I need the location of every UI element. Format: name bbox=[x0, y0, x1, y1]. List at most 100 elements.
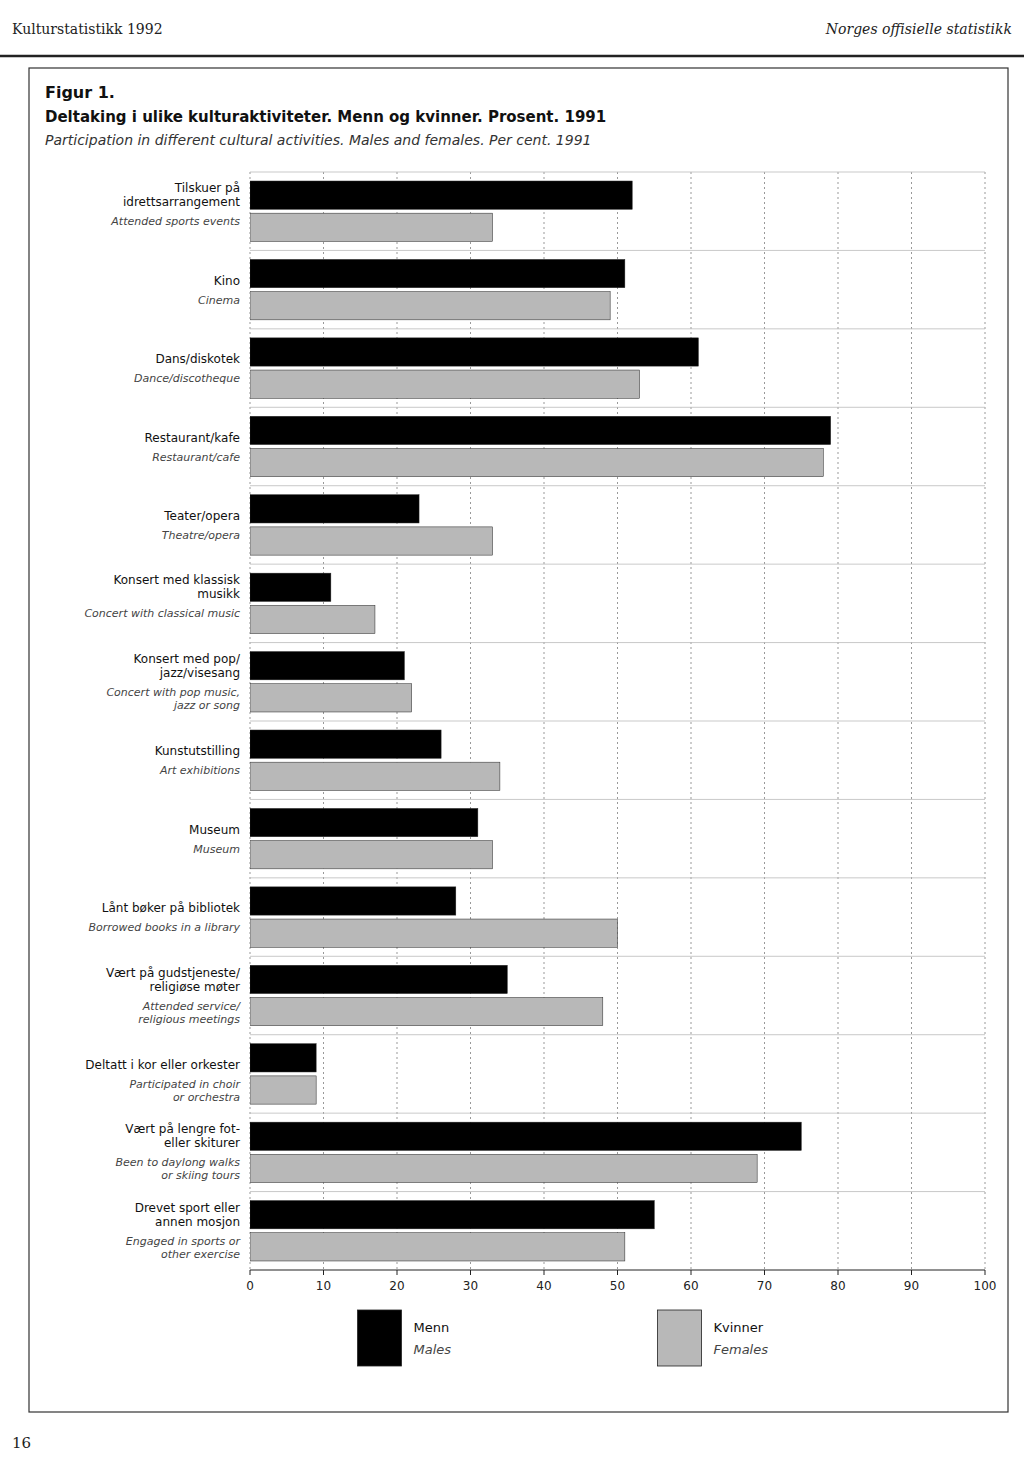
category-label: Vært på lengre fot-eller skiturer bbox=[125, 1122, 240, 1150]
text-line: Concert with classical music bbox=[84, 607, 240, 620]
group-separator bbox=[250, 1113, 985, 1114]
text-line: Kunstutstilling bbox=[155, 744, 240, 758]
x-tick bbox=[544, 1270, 545, 1275]
bar bbox=[250, 1233, 625, 1261]
footer: 16 bbox=[12, 1434, 31, 1452]
x-tick-label: 90 bbox=[904, 1279, 919, 1293]
group-separator bbox=[250, 172, 985, 173]
legend-label: Kvinner bbox=[714, 1320, 764, 1335]
category-label: Deltatt i kor eller orkester bbox=[85, 1058, 240, 1072]
text-line: or skiing tours bbox=[161, 1169, 240, 1182]
group-separator bbox=[250, 799, 985, 800]
bar bbox=[250, 416, 831, 444]
bar bbox=[250, 370, 640, 398]
text-line: Restaurant/cafe bbox=[152, 451, 240, 464]
x-tick bbox=[323, 1270, 324, 1275]
bar bbox=[250, 181, 632, 209]
text-line: Attended sports events bbox=[110, 215, 240, 228]
bar bbox=[250, 527, 493, 555]
text-line: Cinema bbox=[198, 294, 240, 307]
text-line: or orchestra bbox=[173, 1091, 240, 1104]
background bbox=[0, 0, 1024, 1474]
x-tick bbox=[397, 1270, 398, 1275]
text-line: Art exhibitions bbox=[159, 764, 240, 777]
bar bbox=[250, 1044, 316, 1072]
text-line: Attended service/ bbox=[142, 1000, 242, 1013]
bar bbox=[250, 1076, 316, 1104]
bar bbox=[250, 730, 441, 758]
bar bbox=[250, 919, 618, 947]
group-separator bbox=[250, 250, 985, 251]
category-label: Restaurant/kafe bbox=[145, 431, 240, 445]
category-label: Drevet sport ellerannen mosjon bbox=[135, 1201, 240, 1229]
x-tick bbox=[985, 1270, 986, 1275]
category-label-en: Concert with pop music,jazz or song bbox=[106, 686, 240, 712]
text-line: Vært på gudstjeneste/ bbox=[106, 966, 241, 980]
bar bbox=[250, 259, 625, 287]
text-line: Dance/discotheque bbox=[134, 372, 240, 385]
x-tick bbox=[250, 1270, 251, 1275]
category-label: Vært på gudstjeneste/religiøse møter bbox=[106, 966, 241, 994]
category-label-en: Attended sports events bbox=[110, 215, 240, 228]
legend-label-en: Males bbox=[414, 1342, 452, 1357]
bar bbox=[250, 652, 404, 680]
text-line: musikk bbox=[197, 587, 240, 601]
category-label-en: Attended service/religious meetings bbox=[138, 1000, 241, 1026]
text-line: Museum bbox=[193, 843, 240, 856]
category-label: Kino bbox=[214, 274, 240, 288]
text-line: jazz or song bbox=[172, 699, 240, 712]
title: Deltaking i ulike kulturaktiviteter. Men… bbox=[45, 108, 606, 126]
category-label-en: Concert with classical music bbox=[84, 607, 240, 620]
category-label-en: Cinema bbox=[198, 294, 240, 307]
bar bbox=[250, 1201, 654, 1229]
category-label-en: Engaged in sports orother exercise bbox=[126, 1235, 242, 1261]
text-line: eller skiturer bbox=[164, 1136, 240, 1150]
category-label-en: Been to daylong walksor skiing tours bbox=[116, 1156, 241, 1182]
category-label: Teater/opera bbox=[163, 509, 240, 523]
category-label: Tilskuer påidrettsarrangement bbox=[123, 181, 240, 209]
x-tick-label: 100 bbox=[974, 1279, 997, 1293]
x-tick-label: 40 bbox=[536, 1279, 551, 1293]
text-line: Concert with pop music, bbox=[106, 686, 240, 699]
text-line: annen mosjon bbox=[155, 1215, 240, 1229]
text-line: Konsert med pop/ bbox=[134, 652, 241, 666]
x-tick bbox=[470, 1270, 471, 1275]
x-tick-label: 0 bbox=[246, 1279, 254, 1293]
bar bbox=[250, 965, 507, 993]
group-separator bbox=[250, 564, 985, 565]
text-line: Borrowed books in a library bbox=[89, 921, 241, 934]
x-tick bbox=[911, 1270, 912, 1275]
legend-swatch bbox=[658, 1310, 702, 1366]
group-separator bbox=[250, 1191, 985, 1192]
x-tick bbox=[617, 1270, 618, 1275]
group-separator bbox=[250, 328, 985, 329]
x-tick bbox=[764, 1270, 765, 1275]
category-label-en: Theatre/opera bbox=[162, 529, 241, 542]
text-line: Theatre/opera bbox=[162, 529, 241, 542]
text-line: Dans/diskotek bbox=[155, 352, 240, 366]
category-label-en: Museum bbox=[193, 843, 240, 856]
x-tick-label: 70 bbox=[757, 1279, 772, 1293]
x-tick bbox=[691, 1270, 692, 1275]
bar bbox=[250, 841, 493, 869]
bar bbox=[250, 338, 698, 366]
bar bbox=[250, 1154, 757, 1182]
group-separator bbox=[250, 642, 985, 643]
category-label: Lånt bøker på bibliotek bbox=[102, 901, 240, 915]
x-tick-label: 80 bbox=[830, 1279, 845, 1293]
group-separator bbox=[250, 407, 985, 408]
legend-label: Menn bbox=[414, 1320, 450, 1335]
bar bbox=[250, 808, 478, 836]
group-separator bbox=[250, 1034, 985, 1035]
group-separator bbox=[250, 721, 985, 722]
group-separator bbox=[250, 485, 985, 486]
header-left: Kulturstatistikk 1992 bbox=[12, 21, 163, 37]
category-label: Konsert med klassiskmusikk bbox=[114, 573, 241, 601]
category-label-en: Borrowed books in a library bbox=[89, 921, 241, 934]
text-line: Kino bbox=[214, 274, 240, 288]
text-line: Deltatt i kor eller orkester bbox=[85, 1058, 240, 1072]
bar bbox=[250, 684, 412, 712]
bar bbox=[250, 997, 603, 1025]
bar bbox=[250, 1122, 801, 1150]
category-label-en: Restaurant/cafe bbox=[152, 451, 240, 464]
